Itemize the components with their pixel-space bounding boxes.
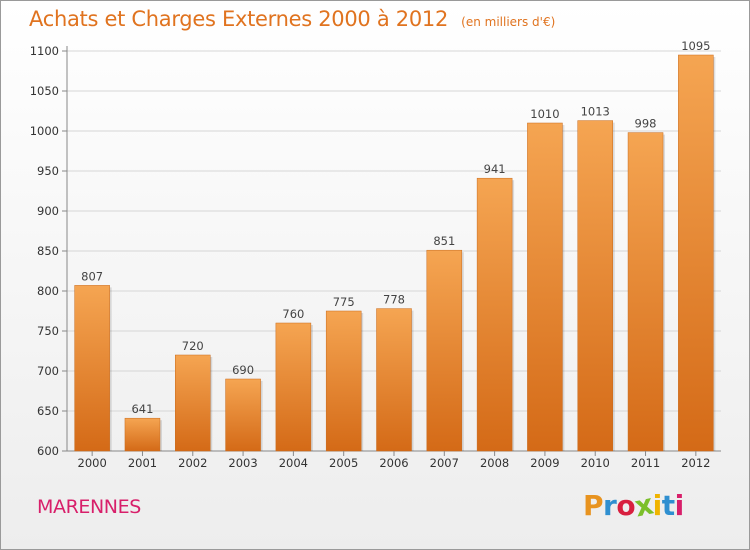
bar-value-label: 1010	[530, 107, 559, 121]
brand-logo: Proxiti	[583, 488, 685, 524]
y-tick-label: 850	[37, 244, 59, 258]
x-tick-label: 2003	[228, 456, 257, 470]
brand-letter: o	[616, 489, 636, 522]
x-tick-label: 2001	[128, 456, 157, 470]
bar-value-label: 941	[484, 162, 506, 176]
y-tick-label: 900	[37, 204, 59, 218]
y-tick-label: 1050	[30, 84, 59, 98]
bars	[74, 54, 716, 452]
x-tick-label: 2002	[178, 456, 207, 470]
bar-value-label: 807	[81, 269, 103, 283]
bar-2010	[577, 120, 613, 452]
x-axis-ticks: 2000 2001 2002 2003 2004 2005 2006 2007 2008 2009…	[78, 451, 710, 470]
x-tick-label: 2008	[480, 456, 509, 470]
x-tick-label: 2011	[631, 456, 660, 470]
brand-letter: i	[674, 489, 685, 522]
bar-2009	[527, 122, 563, 452]
y-tick-label: 800	[37, 284, 59, 298]
bar-2002	[175, 354, 211, 452]
x-tick-label: 2000	[78, 456, 107, 470]
bar-value-labels: 807 641 720 690 760 775 778 851 941 1010 1013 998 10…	[81, 39, 710, 416]
bar-value-label: 760	[282, 307, 304, 321]
brand-letter: P	[583, 489, 604, 522]
title-line: Achats et Charges Externes 2000 à 2012 (…	[29, 7, 555, 31]
y-tick-label: 950	[37, 164, 59, 178]
y-tick-label: 750	[37, 324, 59, 338]
brand-letter: i	[652, 489, 663, 522]
x-tick-label: 2010	[581, 456, 610, 470]
bar-2003	[225, 378, 261, 452]
x-tick-label: 2007	[430, 456, 459, 470]
bar-value-label: 1013	[581, 105, 610, 119]
y-tick-label: 650	[37, 404, 59, 418]
y-axis-ticks: 600 650 700 750 800 850 900 950 1000 1050 1100	[30, 44, 67, 458]
bar-2012	[678, 54, 714, 452]
bar-value-label: 1095	[681, 39, 710, 53]
bar-2007	[426, 249, 463, 452]
brand-letter: r	[603, 489, 617, 522]
bar-2011	[627, 132, 664, 452]
y-tick-label: 1100	[30, 44, 59, 58]
bar-value-label: 690	[232, 363, 254, 377]
bar-value-label: 775	[333, 295, 355, 309]
bar-value-label: 641	[131, 402, 153, 416]
bar-value-label: 998	[635, 117, 657, 131]
x-tick-label: 2006	[379, 456, 408, 470]
chart-subtitle: (en milliers d'€)	[461, 15, 556, 29]
bar-value-label: 720	[182, 339, 204, 353]
bar-2005	[325, 310, 362, 452]
location-label: MARENNES	[37, 496, 141, 518]
x-tick-label: 2005	[329, 456, 358, 470]
chart-title: Achats et Charges Externes 2000 à 2012	[29, 7, 449, 31]
bar-value-label: 778	[383, 293, 405, 307]
y-tick-label: 600	[37, 444, 59, 458]
bar-2000	[74, 285, 110, 452]
y-tick-label: 1000	[30, 124, 59, 138]
brand-letter: t	[661, 489, 675, 522]
bar-2006	[376, 308, 412, 452]
bar-2001	[124, 417, 161, 452]
bar-value-label: 851	[433, 234, 455, 248]
x-tick-label: 2004	[279, 456, 308, 470]
bar-2008	[476, 177, 513, 452]
x-tick-label: 2009	[530, 456, 559, 470]
x-tick-label: 2012	[681, 456, 710, 470]
bar-2004	[275, 322, 312, 452]
y-tick-label: 700	[37, 364, 59, 378]
